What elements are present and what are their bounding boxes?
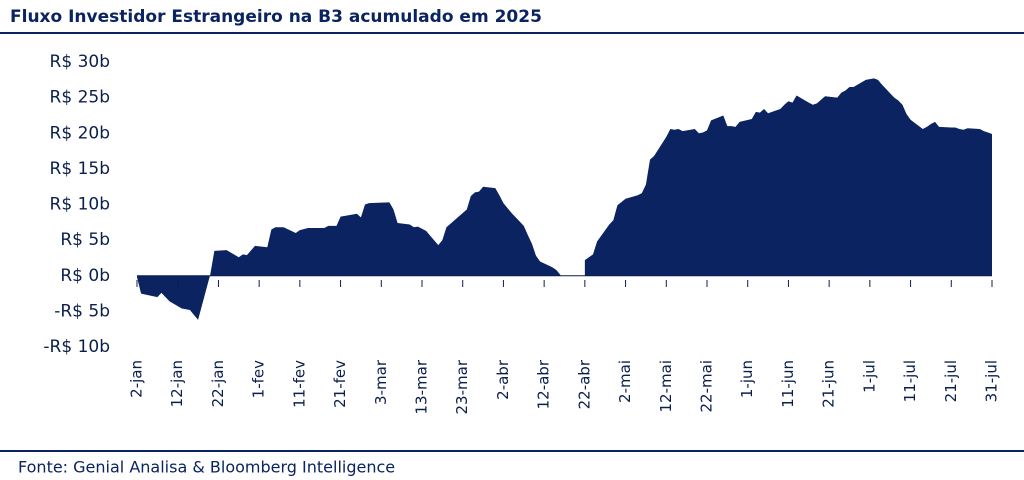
x-tick-label: 11-fev xyxy=(290,360,308,408)
y-tick-label: -R$ 10b xyxy=(43,337,110,357)
x-tick-label: 22-mai xyxy=(698,360,716,412)
x-tick-label: 21-jun xyxy=(820,360,838,408)
y-tick-label: R$ 0b xyxy=(60,266,110,286)
x-tick-label: 2-mai xyxy=(616,360,634,403)
x-tick-label: 1-jun xyxy=(738,360,756,398)
x-tick-label: 21-fev xyxy=(331,360,349,408)
y-tick-label: R$ 20b xyxy=(50,123,110,143)
x-tick-label: 3-mar xyxy=(372,359,390,405)
x-tick-label: 22-abr xyxy=(575,359,593,409)
x-tick-label: 21-jul xyxy=(942,360,960,402)
x-tick-label: 12-jan xyxy=(168,360,186,407)
x-tick-label: 31-jul xyxy=(983,360,1001,402)
y-tick-label: R$ 30b xyxy=(50,52,110,72)
source: Fonte: Genial Analisa & Bloomberg Intell… xyxy=(18,458,395,477)
x-tick-label: 23-mar xyxy=(453,359,471,414)
x-tick-label: 1-jul xyxy=(860,360,878,393)
x-tick-label: 1-fev xyxy=(250,360,268,398)
x-tick-label: 11-jun xyxy=(779,360,797,408)
area xyxy=(137,186,561,320)
x-tick-label: 13-mar xyxy=(413,359,431,414)
x-tick-label: 2-abr xyxy=(494,359,512,400)
y-tick-label: R$ 5b xyxy=(60,230,110,250)
y-tick-label: R$ 25b xyxy=(50,88,110,108)
area xyxy=(584,78,992,276)
x-tick-label: 11-jul xyxy=(901,360,919,402)
y-tick-label: R$ 15b xyxy=(50,159,110,179)
x-tick-label: 12-mai xyxy=(657,360,675,412)
chart-title: Fluxo Investidor Estrangeiro na B3 acumu… xyxy=(10,7,542,27)
x-tick-label: 2-jan xyxy=(128,360,146,398)
y-tick-label: -R$ 5b xyxy=(54,301,110,321)
x-tick-label: 22-jan xyxy=(209,360,227,407)
y-tick-label: R$ 10b xyxy=(50,195,110,215)
x-tick-label: 12-abr xyxy=(535,359,553,409)
